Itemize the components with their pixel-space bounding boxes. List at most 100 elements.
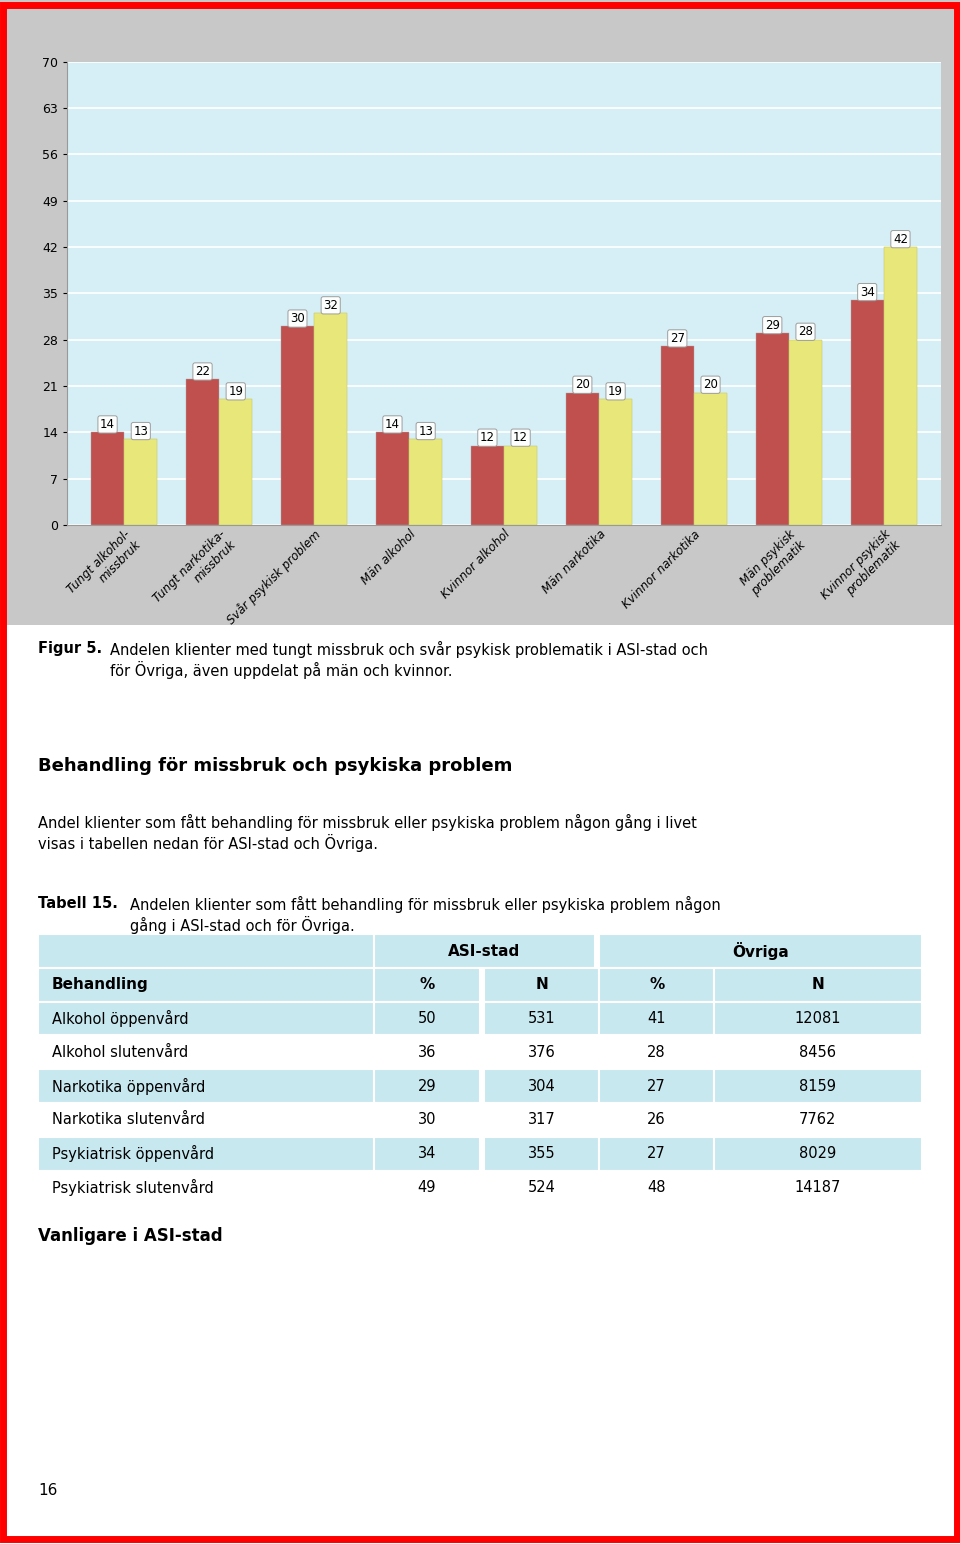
Bar bbox=[38, 968, 374, 1002]
Text: Andelen klienter som fått behandling för missbruk eller psykiska problem någon
g: Andelen klienter som fått behandling för… bbox=[130, 896, 720, 934]
Bar bbox=[714, 1068, 922, 1102]
Text: 41: 41 bbox=[647, 1011, 666, 1027]
Bar bbox=[660, 346, 694, 525]
Text: 19: 19 bbox=[228, 384, 243, 398]
Bar bbox=[485, 1002, 599, 1036]
Text: %: % bbox=[649, 977, 664, 993]
Bar bbox=[599, 1170, 714, 1204]
Bar bbox=[694, 392, 727, 525]
Text: 34: 34 bbox=[860, 286, 875, 298]
Bar bbox=[504, 446, 538, 525]
Text: 30: 30 bbox=[418, 1112, 436, 1127]
Bar bbox=[374, 1102, 480, 1136]
Bar bbox=[470, 446, 504, 525]
Bar bbox=[409, 438, 443, 525]
Text: Behandling: Behandling bbox=[52, 977, 149, 993]
Bar bbox=[38, 934, 374, 968]
Text: Vanligare i ASI-stad: Vanligare i ASI-stad bbox=[38, 1227, 223, 1246]
Text: 28: 28 bbox=[647, 1045, 666, 1059]
Text: Tabell 15.: Tabell 15. bbox=[38, 896, 118, 911]
Bar bbox=[38, 1002, 374, 1036]
Bar bbox=[38, 1102, 374, 1136]
Text: 355: 355 bbox=[528, 1146, 556, 1161]
Text: 12: 12 bbox=[513, 431, 528, 445]
Text: 12: 12 bbox=[480, 431, 495, 445]
Text: 42: 42 bbox=[893, 233, 908, 245]
Text: N: N bbox=[811, 977, 825, 993]
Bar bbox=[91, 432, 124, 525]
Bar bbox=[38, 1068, 374, 1102]
Bar bbox=[374, 934, 595, 968]
Bar bbox=[599, 1036, 714, 1068]
Text: Narkotika slutenvård: Narkotika slutenvård bbox=[52, 1112, 204, 1127]
Bar bbox=[485, 1068, 599, 1102]
Text: Övriga: Övriga bbox=[732, 942, 789, 960]
Text: 16: 16 bbox=[38, 1482, 58, 1498]
Bar bbox=[314, 313, 348, 525]
Text: 376: 376 bbox=[528, 1045, 556, 1059]
Text: 14: 14 bbox=[385, 418, 400, 431]
Text: 28: 28 bbox=[798, 326, 813, 338]
Text: 8456: 8456 bbox=[800, 1045, 836, 1059]
Text: 34: 34 bbox=[418, 1146, 436, 1161]
Bar bbox=[565, 392, 599, 525]
Text: ASI-stad: ASI-stad bbox=[448, 943, 520, 959]
Text: Psykiatrisk slutenvård: Psykiatrisk slutenvård bbox=[52, 1180, 213, 1197]
Text: 20: 20 bbox=[575, 378, 589, 391]
Bar bbox=[38, 1036, 374, 1068]
Text: 50: 50 bbox=[418, 1011, 437, 1027]
Bar bbox=[599, 968, 714, 1002]
Text: 29: 29 bbox=[418, 1079, 437, 1093]
Bar bbox=[599, 1068, 714, 1102]
Bar bbox=[714, 1170, 922, 1204]
Bar bbox=[219, 400, 252, 525]
Bar bbox=[485, 1136, 599, 1170]
Text: 22: 22 bbox=[195, 364, 210, 378]
Text: 8159: 8159 bbox=[800, 1079, 836, 1093]
Bar bbox=[281, 326, 314, 525]
Text: 27: 27 bbox=[647, 1146, 666, 1161]
Text: 13: 13 bbox=[419, 425, 433, 437]
Text: 48: 48 bbox=[647, 1180, 666, 1195]
Bar bbox=[374, 1036, 480, 1068]
Text: Behandling för missbruk och psykiska problem: Behandling för missbruk och psykiska pro… bbox=[38, 757, 513, 775]
Text: 30: 30 bbox=[290, 312, 305, 326]
Bar bbox=[374, 1002, 480, 1036]
Bar bbox=[375, 432, 409, 525]
Text: 304: 304 bbox=[528, 1079, 556, 1093]
Text: Figur 5.: Figur 5. bbox=[38, 641, 103, 656]
Text: 36: 36 bbox=[418, 1045, 436, 1059]
Bar bbox=[756, 334, 789, 525]
Text: 8029: 8029 bbox=[799, 1146, 836, 1161]
Text: 29: 29 bbox=[765, 318, 780, 332]
Text: Alkohol öppenvård: Alkohol öppenvård bbox=[52, 1010, 188, 1027]
Bar bbox=[374, 1068, 480, 1102]
Bar bbox=[38, 1170, 374, 1204]
Text: 27: 27 bbox=[670, 332, 684, 344]
Bar bbox=[599, 1102, 714, 1136]
Bar bbox=[714, 1002, 922, 1036]
Bar bbox=[599, 934, 922, 968]
Text: Narkotika öppenvård: Narkotika öppenvård bbox=[52, 1078, 205, 1095]
Bar bbox=[714, 1036, 922, 1068]
Bar bbox=[599, 1002, 714, 1036]
Text: 19: 19 bbox=[608, 384, 623, 398]
Bar bbox=[599, 1136, 714, 1170]
Bar bbox=[485, 1036, 599, 1068]
Bar bbox=[789, 340, 822, 525]
Text: 7762: 7762 bbox=[799, 1112, 836, 1127]
Text: 26: 26 bbox=[647, 1112, 666, 1127]
Text: Psykiatrisk öppenvård: Psykiatrisk öppenvård bbox=[52, 1146, 214, 1163]
Bar bbox=[714, 1102, 922, 1136]
Bar bbox=[374, 1136, 480, 1170]
Bar bbox=[124, 438, 157, 525]
Text: 32: 32 bbox=[324, 300, 338, 312]
Text: N: N bbox=[536, 977, 548, 993]
Bar bbox=[485, 1170, 599, 1204]
Text: 49: 49 bbox=[418, 1180, 436, 1195]
Text: Andel klienter som fått behandling för missbruk eller psykiska problem någon gån: Andel klienter som fått behandling för m… bbox=[38, 814, 697, 852]
Bar bbox=[485, 968, 599, 1002]
Text: %: % bbox=[420, 977, 435, 993]
Bar bbox=[485, 1102, 599, 1136]
Text: 20: 20 bbox=[703, 378, 718, 391]
